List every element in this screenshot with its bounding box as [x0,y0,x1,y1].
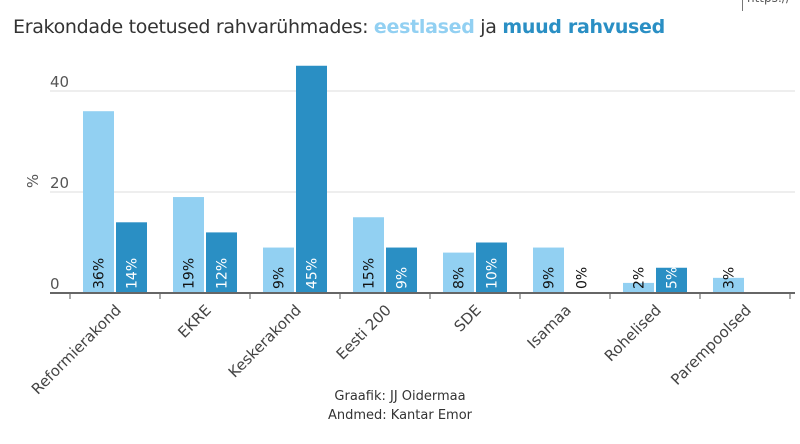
data-label: 0% [575,267,591,289]
x-tick-label: SDE [450,301,484,335]
data-label: 9% [542,267,558,289]
title-mid: ja [474,16,503,38]
bar-eestlased [623,282,654,293]
data-label: 9% [272,267,288,289]
bar-muud-rahvused [296,65,327,293]
data-label: 15% [362,258,378,289]
bar-muud-rahvused [206,232,237,293]
chart-title: Erakondade toetused rahvarühmades: eestl… [13,16,665,38]
bar-eestlased [353,217,384,293]
data-label: 5% [665,267,681,289]
x-tick-label: Isamaa [524,301,575,352]
data-label: 8% [452,267,468,289]
credit-author: Graafik: JJ Oidermaa [334,389,466,404]
title-prefix: Erakondade toetused rahvarühmades: [13,16,374,38]
x-tick-label: Eesti 200 [333,301,395,363]
data-label: 12% [215,258,231,289]
url-fragment: https:// [742,0,790,11]
data-label: 14% [125,258,141,289]
bar-eestlased [713,277,744,293]
bar-eestlased [173,197,204,293]
x-tick-label: Keskerakond [225,301,305,381]
title-series1: eestlased [373,16,475,38]
x-tick-label: Rohelised [601,301,665,365]
bar-muud-rahvused [386,247,417,293]
bar-eestlased [533,247,564,293]
y-tick-label: 0 [50,275,60,293]
y-tick-label: 40 [50,73,69,91]
bar-eestlased [443,252,474,293]
title-series2: muud rahvused [502,16,665,38]
data-label: 19% [182,258,198,289]
data-label: 36% [92,258,108,289]
bar-muud-rahvused [116,222,147,293]
data-label: 10% [485,258,501,289]
bar-muud-rahvused [656,267,687,293]
data-label: 2% [632,267,648,289]
x-tick-label: Reformierakond [28,301,125,398]
y-tick-label: 20 [50,174,69,192]
data-label: 9% [395,267,411,289]
bar-muud-rahvused [476,242,507,293]
credit-source: Andmed: Kantar Emor [327,408,473,423]
x-tick-label: Parempoolsed [667,301,755,389]
credits: Graafik: JJ Oidermaa Andmed: Kantar Emor [0,387,800,425]
x-tick-label: EKRE [174,301,214,341]
bar-eestlased [83,111,114,293]
data-label: 45% [305,258,321,289]
y-axis-label: % [24,174,42,188]
bar-eestlased [263,247,294,293]
data-label: 3% [722,267,738,289]
